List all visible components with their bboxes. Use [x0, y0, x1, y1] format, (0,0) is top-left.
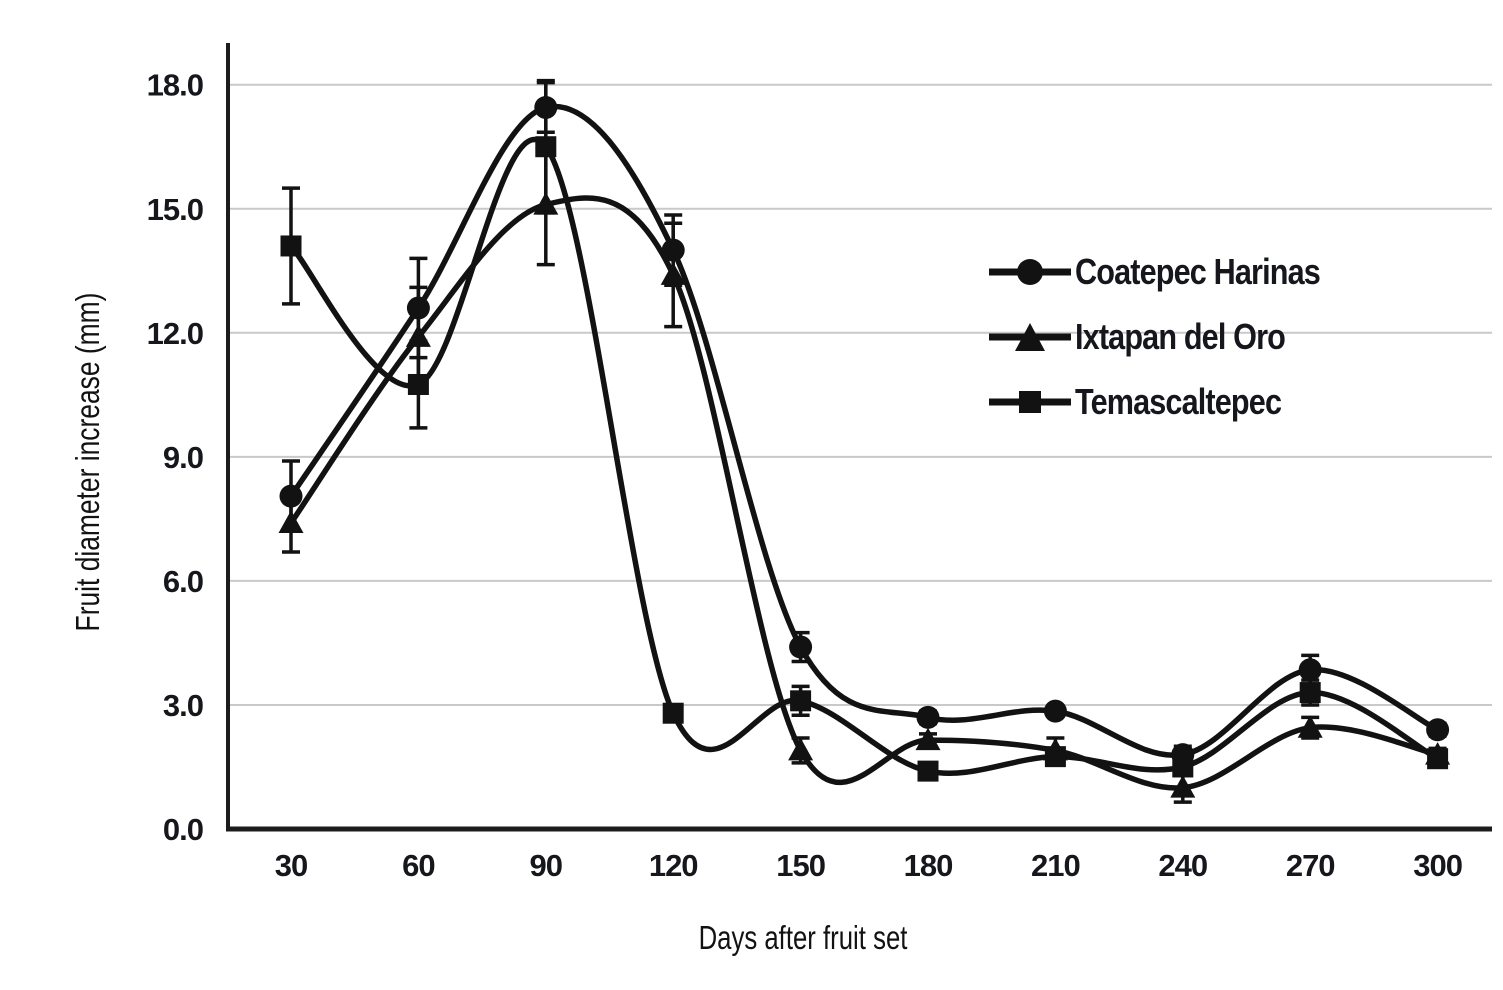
- marker-square: [1427, 748, 1449, 770]
- x-tick-label: 120: [649, 848, 698, 883]
- marker-square: [790, 690, 812, 712]
- y-tick-label: 18.0: [147, 68, 203, 103]
- legend-label: Ixtapan del Oro: [1075, 316, 1286, 357]
- marker-square: [1044, 746, 1066, 768]
- marker-circle: [916, 705, 940, 729]
- legend-triangle-marker-icon: [989, 323, 1071, 351]
- x-tick-label: 180: [904, 848, 953, 883]
- marker-square: [917, 760, 939, 782]
- legend-circle-marker-icon: [989, 259, 1071, 285]
- marker-circle: [661, 238, 685, 262]
- y-tick-label: 3.0: [163, 688, 203, 723]
- y-tick-label: 9.0: [163, 440, 203, 475]
- marker-triangle: [788, 737, 814, 761]
- marker-triangle: [278, 510, 304, 534]
- x-axis-title: Days after fruit set: [698, 919, 908, 956]
- marker-circle: [534, 95, 558, 119]
- y-tick-label: 12.0: [147, 316, 203, 351]
- x-tick-label: 150: [776, 848, 825, 883]
- x-tick-label: 270: [1286, 848, 1335, 883]
- x-tick-label: 30: [275, 848, 307, 883]
- marker-circle: [789, 635, 813, 659]
- y-tick-label: 6.0: [163, 564, 203, 599]
- x-tick-label: 240: [1158, 848, 1207, 883]
- y-tick-label: 15.0: [147, 192, 203, 227]
- marker-square: [535, 136, 557, 158]
- legend-item-ixtapan-del-oro: Ixtapan del Oro: [988, 316, 1363, 357]
- legend-square-marker-icon: [989, 391, 1071, 413]
- marker-triangle: [660, 262, 686, 285]
- marker-circle: [1426, 718, 1450, 742]
- x-tick-label: 300: [1413, 848, 1462, 883]
- legend: Coatepec Harinas Ixtapan del Oro Temasca…: [988, 251, 1363, 422]
- marker-circle: [279, 484, 303, 508]
- legend-label: Temascaltepec: [1075, 381, 1282, 422]
- marker-square: [407, 373, 429, 395]
- marker-triangle: [405, 324, 431, 347]
- marker-circle: [1298, 658, 1322, 682]
- y-axis-title: Fruit diameter increase (mm): [69, 292, 106, 632]
- marker-square: [1172, 756, 1194, 778]
- x-tick-label: 210: [1031, 848, 1080, 883]
- marker-triangle: [1297, 715, 1323, 738]
- y-tick-label: 0.0: [163, 812, 203, 847]
- marker-square: [280, 235, 302, 257]
- marker-triangle: [1170, 775, 1196, 798]
- series-curve-temascaltepec: [288, 136, 1439, 777]
- legend-label: Coatepec Harinas: [1075, 251, 1321, 292]
- marker-square: [1299, 682, 1321, 704]
- legend-item-temascaltepec: Temascaltepec: [988, 381, 1363, 422]
- marker-circle: [1043, 699, 1067, 723]
- series-curve-coatepec-harinas: [288, 103, 1439, 759]
- legend-item-coatepec-harinas: Coatepec Harinas: [988, 251, 1363, 292]
- x-tick-label: 60: [402, 848, 434, 883]
- marker-circle: [406, 296, 430, 320]
- marker-triangle: [915, 727, 941, 751]
- x-tick-label: 90: [530, 848, 562, 883]
- marker-triangle: [533, 192, 559, 215]
- marker-square: [662, 702, 684, 724]
